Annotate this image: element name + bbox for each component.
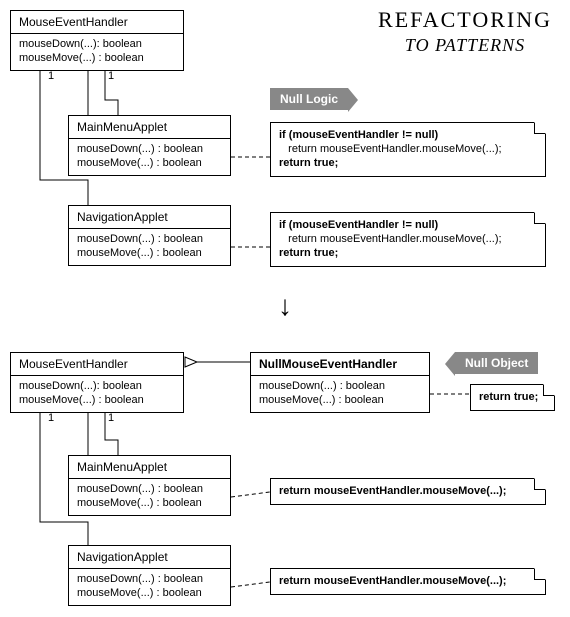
method: mouseDown(...) : boolean	[77, 232, 222, 246]
class-mouse-event-handler-bottom: MouseEventHandler mouseDown(...): boolea…	[10, 352, 184, 413]
class-body: mouseDown(...) : boolean mouseMove(...) …	[69, 139, 230, 175]
class-main-menu-applet-top: MainMenuApplet mouseDown(...) : boolean …	[68, 115, 231, 176]
method: mouseDown(...): boolean	[19, 37, 175, 51]
class-body: mouseDown(...): boolean mouseMove(...) :…	[11, 34, 183, 70]
code-line: return mouseEventHandler.mouseMove(...);	[279, 575, 506, 587]
tag-null-object: Null Object	[455, 352, 538, 374]
code-line: return true;	[479, 391, 538, 403]
code-line: if (mouseEventHandler != null)	[279, 219, 438, 231]
note-refactored-1: return mouseEventHandler.mouseMove(...);	[270, 478, 546, 505]
tag-label: Null Logic	[280, 92, 338, 106]
class-title: MouseEventHandler	[11, 11, 183, 34]
note-null-logic-1: if (mouseEventHandler != null) return mo…	[270, 122, 546, 177]
tag-label: Null Object	[465, 356, 528, 370]
tag-null-logic: Null Logic	[270, 88, 348, 110]
code-line: return true;	[279, 247, 338, 259]
method: mouseDown(...): boolean	[19, 379, 175, 393]
method: mouseMove(...) : boolean	[77, 246, 222, 260]
method: mouseMove(...) : boolean	[77, 496, 222, 510]
class-title: MouseEventHandler	[11, 353, 183, 376]
multiplicity: 1	[48, 70, 54, 82]
class-main-menu-applet-bottom: MainMenuApplet mouseDown(...) : boolean …	[68, 455, 231, 516]
method: mouseMove(...) : boolean	[77, 156, 222, 170]
note-null-logic-2: if (mouseEventHandler != null) return mo…	[270, 212, 546, 267]
class-null-mouse-event-handler: NullMouseEventHandler mouseDown(...) : b…	[250, 352, 430, 413]
code-line: return mouseEventHandler.mouseMove(...);	[279, 485, 506, 497]
logo-line2: TO PATTERNS	[405, 35, 525, 55]
code-line: return mouseEventHandler.mouseMove(...);	[279, 142, 537, 156]
class-mouse-event-handler-top: MouseEventHandler mouseDown(...): boolea…	[10, 10, 184, 71]
multiplicity: 1	[48, 412, 54, 424]
note-refactored-2: return mouseEventHandler.mouseMove(...);	[270, 568, 546, 595]
multiplicity: 1	[108, 412, 114, 424]
code-line: return true;	[279, 157, 338, 169]
class-body: mouseDown(...) : boolean mouseMove(...) …	[69, 229, 230, 265]
class-navigation-applet-bottom: NavigationApplet mouseDown(...) : boolea…	[68, 545, 231, 606]
class-title: NavigationApplet	[69, 206, 230, 229]
method: mouseDown(...) : boolean	[77, 482, 222, 496]
class-title: NavigationApplet	[69, 546, 230, 569]
method: mouseMove(...) : boolean	[77, 586, 222, 600]
code-line: return mouseEventHandler.mouseMove(...);	[279, 232, 537, 246]
arrow-down-icon: ↓	[278, 290, 292, 322]
logo-line1: REFACTORING	[378, 7, 552, 32]
method: mouseMove(...) : boolean	[259, 393, 421, 407]
class-body: mouseDown(...) : boolean mouseMove(...) …	[251, 376, 429, 412]
multiplicity: 1	[108, 70, 114, 82]
method: mouseDown(...) : boolean	[77, 572, 222, 586]
method: mouseMove(...) : boolean	[19, 393, 175, 407]
class-body: mouseDown(...) : boolean mouseMove(...) …	[69, 479, 230, 515]
note-return-true: return true;	[470, 384, 555, 411]
class-body: mouseDown(...) : boolean mouseMove(...) …	[69, 569, 230, 605]
class-title: NullMouseEventHandler	[251, 353, 429, 376]
class-title: MainMenuApplet	[69, 116, 230, 139]
method: mouseDown(...) : boolean	[77, 142, 222, 156]
method: mouseMove(...) : boolean	[19, 51, 175, 65]
code-line: if (mouseEventHandler != null)	[279, 129, 438, 141]
class-body: mouseDown(...): boolean mouseMove(...) :…	[11, 376, 183, 412]
class-navigation-applet-top: NavigationApplet mouseDown(...) : boolea…	[68, 205, 231, 266]
logo: REFACTORING TO PATTERNS	[378, 8, 552, 56]
class-title: MainMenuApplet	[69, 456, 230, 479]
method: mouseDown(...) : boolean	[259, 379, 421, 393]
